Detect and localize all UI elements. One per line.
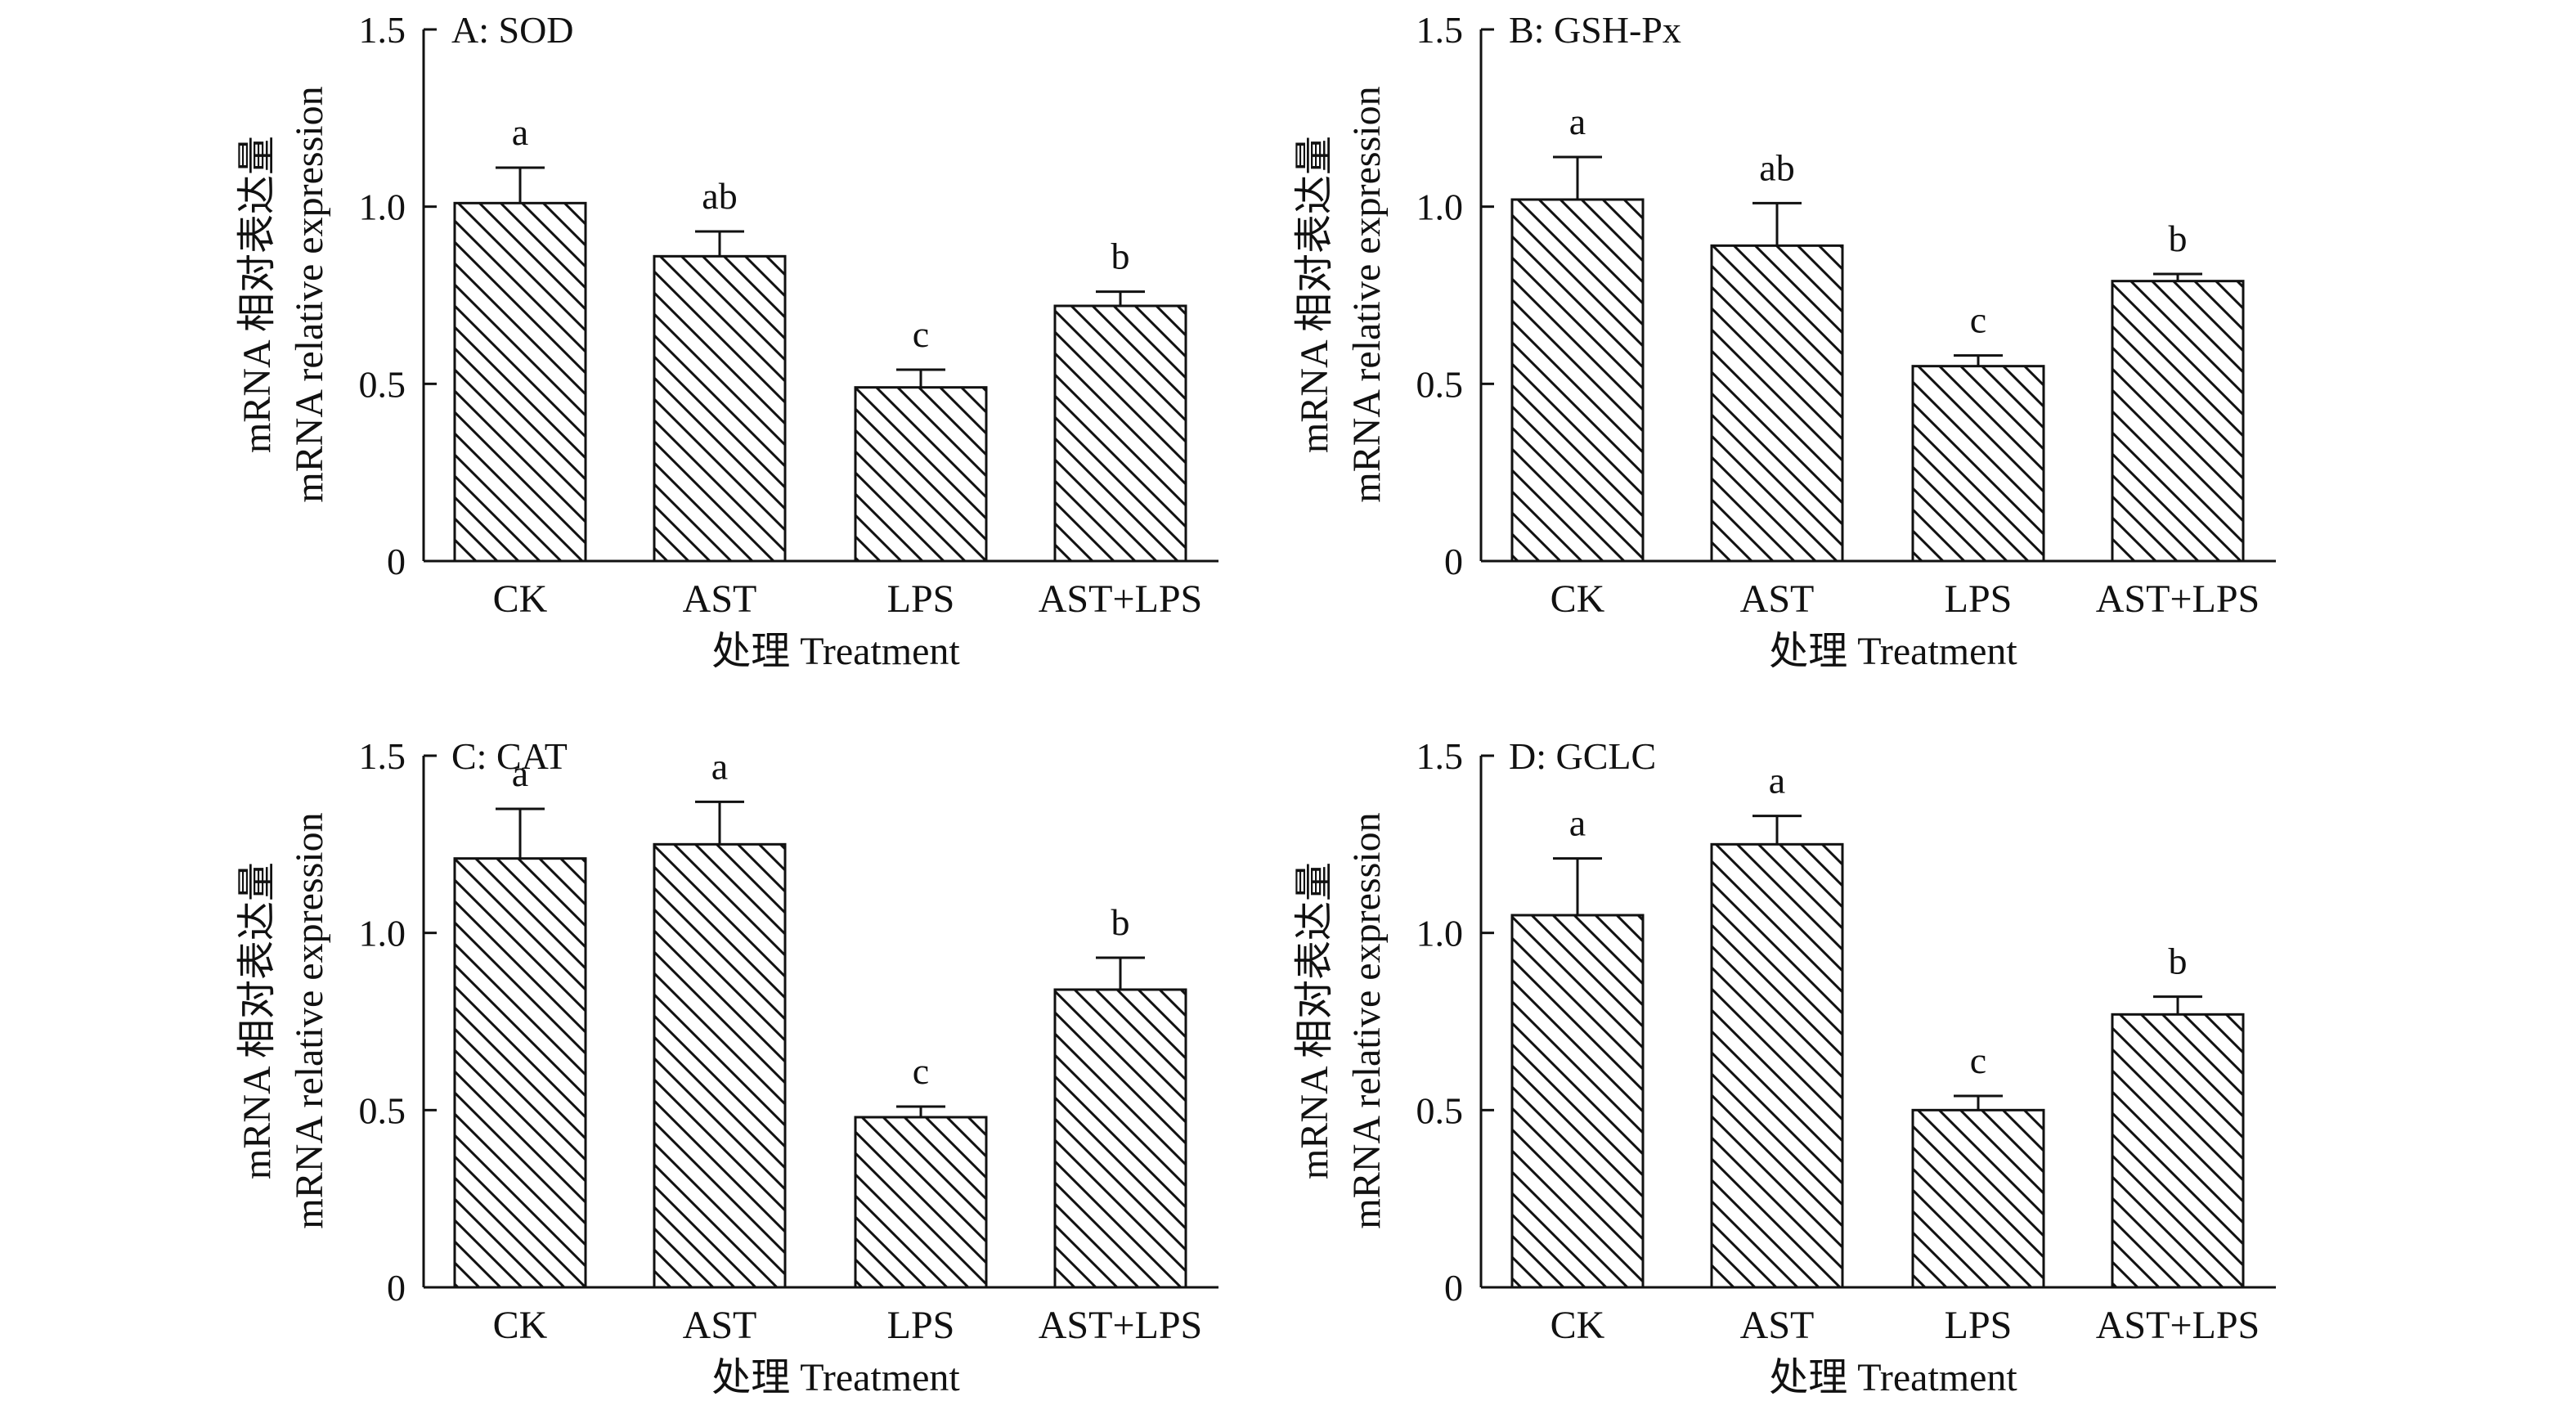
bar: [453, 201, 587, 563]
y-tick-label: 0.5: [1416, 363, 1464, 405]
bar: [1053, 304, 1187, 563]
y-axis-label-english: mRNA relative expression: [1345, 812, 1389, 1228]
x-tick-label: CK: [1551, 577, 1605, 621]
y-axis-label-english: mRNA relative expression: [1345, 86, 1389, 502]
x-axis-label: 处理 Treatment: [1769, 1356, 2017, 1399]
bar: [2111, 1013, 2245, 1289]
panel-label: A: SOD: [451, 9, 574, 51]
significance-letter: a: [1569, 802, 1586, 844]
x-tick-label: LPS: [1945, 577, 2013, 621]
y-tick-label: 0: [387, 1267, 406, 1309]
bar: [1510, 198, 1645, 563]
bar: [653, 842, 787, 1289]
bar: [653, 254, 787, 563]
x-tick-label: AST+LPS: [2096, 1304, 2260, 1347]
bar: [1911, 1108, 2045, 1289]
bar: [1710, 842, 1844, 1289]
x-tick-label: CK: [493, 1304, 548, 1347]
y-tick-label: 0: [387, 541, 406, 582]
y-axis: 0 0.5 1.0 1.5: [359, 735, 437, 1309]
significance-letter: b: [1111, 901, 1130, 943]
x-tick-label: AST: [1740, 577, 1815, 621]
bar: [2111, 280, 2245, 563]
y-axis: 0 0.5 1.0 1.5: [359, 9, 437, 582]
significance-letter: ab: [1759, 146, 1794, 188]
panel-label: D: GCLC: [1509, 735, 1656, 777]
bars: a ab c b: [453, 111, 1187, 563]
x-tick-label: LPS: [1945, 1304, 2013, 1347]
y-tick-label: 0.5: [359, 363, 406, 405]
bars: a a c b: [1510, 760, 2245, 1289]
bar: [854, 1116, 988, 1289]
bar: [1911, 365, 2045, 563]
bars: a ab c b: [1510, 101, 2245, 563]
significance-letter: a: [711, 745, 728, 787]
y-tick-label: 1.5: [359, 9, 406, 51]
x-tick-label: AST: [683, 577, 757, 621]
y-tick-label: 1.5: [1416, 735, 1464, 777]
x-tick-label: CK: [493, 577, 548, 621]
y-tick-label: 0.5: [1416, 1089, 1464, 1131]
x-axis: CK AST LPS AST+LPS: [1481, 559, 2276, 621]
panel-label: B: GSH-Px: [1509, 9, 1681, 51]
bars: a a c b: [453, 745, 1187, 1289]
panel-label: C: CAT: [451, 735, 568, 777]
significance-letter: a: [1769, 760, 1785, 802]
x-axis-label: 处理 Treatment: [711, 1356, 960, 1399]
y-axis: 0 0.5 1.0 1.5: [1416, 735, 1494, 1309]
y-axis-label-english: mRNA relative expression: [288, 86, 331, 502]
x-tick-label: AST+LPS: [1039, 577, 1202, 621]
x-tick-label: LPS: [887, 1304, 955, 1347]
y-tick-label: 1.0: [1416, 913, 1464, 954]
panel-b: 0 0.5 1.0 1.5 CK AST LPS AST+LPS a ab c b B: GSH-…: [1293, 9, 2276, 673]
panel-c: 0 0.5 1.0 1.5 CK AST LPS AST+LPS a a c b C: CAT m…: [236, 735, 1218, 1399]
x-tick-label: AST+LPS: [1039, 1304, 1202, 1347]
y-axis-label-chinese: mRNA 相对表达量: [236, 136, 279, 453]
bar: [1053, 988, 1187, 1289]
y-tick-label: 1.0: [359, 913, 406, 954]
significance-letter: a: [1569, 101, 1586, 142]
significance-letter: a: [512, 752, 528, 794]
x-tick-label: CK: [1551, 1304, 1605, 1347]
significance-letter: a: [512, 111, 528, 153]
significance-letter: c: [913, 1050, 929, 1092]
significance-letter: c: [913, 313, 929, 355]
y-axis-label-chinese: mRNA 相对表达量: [1293, 136, 1336, 453]
x-tick-label: AST: [683, 1304, 757, 1347]
y-tick-label: 1.0: [359, 186, 406, 228]
significance-letter: b: [2169, 941, 2188, 982]
y-tick-label: 1.5: [1416, 9, 1464, 51]
significance-letter: b: [2169, 218, 2188, 259]
y-axis-label-chinese: mRNA 相对表达量: [236, 862, 279, 1179]
significance-letter: c: [1970, 299, 1986, 341]
x-axis: CK AST LPS AST+LPS: [424, 1286, 1218, 1347]
x-tick-label: LPS: [887, 577, 955, 621]
x-axis: CK AST LPS AST+LPS: [1481, 1286, 2276, 1347]
y-tick-label: 0: [1444, 541, 1463, 582]
significance-letter: b: [1111, 236, 1130, 277]
y-tick-label: 1.5: [359, 735, 406, 777]
y-tick-label: 0: [1444, 1267, 1463, 1309]
bar: [1510, 914, 1645, 1289]
x-tick-label: AST+LPS: [2096, 577, 2260, 621]
y-tick-label: 1.0: [1416, 186, 1464, 228]
significance-letter: ab: [702, 175, 737, 217]
x-axis: CK AST LPS AST+LPS: [424, 559, 1218, 621]
y-tick-label: 0.5: [359, 1089, 406, 1131]
bar: [1710, 244, 1844, 563]
x-axis-label: 处理 Treatment: [1769, 630, 2017, 673]
bar: [854, 386, 988, 563]
y-axis-label-chinese: mRNA 相对表达量: [1293, 862, 1336, 1179]
significance-letter: c: [1970, 1040, 1986, 1081]
y-axis: 0 0.5 1.0 1.5: [1416, 9, 1494, 582]
bar: [453, 857, 587, 1289]
x-tick-label: AST: [1740, 1304, 1815, 1347]
y-axis-label-english: mRNA relative expression: [288, 812, 331, 1228]
x-axis-label: 处理 Treatment: [711, 630, 960, 673]
